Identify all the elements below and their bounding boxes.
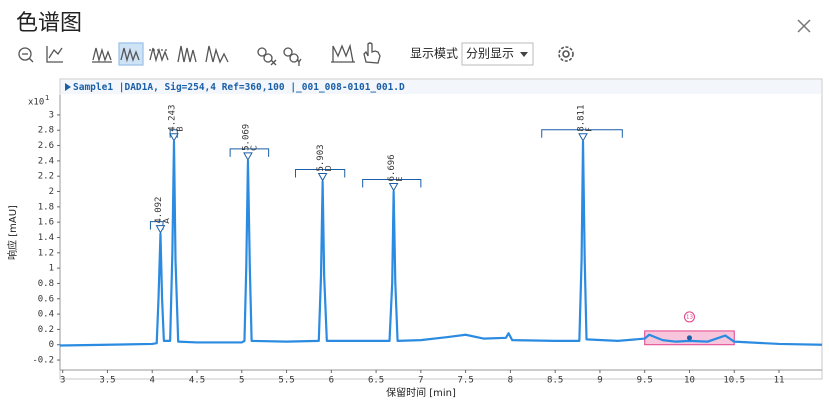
peak-view-1[interactable]: [92, 47, 112, 63]
y-tick-label: 1.8: [38, 202, 54, 212]
link-y[interactable]: [283, 47, 302, 66]
x-tick-label: 3.5: [99, 376, 115, 386]
peak-marker: [578, 133, 588, 142]
y-tick-label: 2.2: [38, 172, 54, 182]
y-tick-label: 0.2: [38, 325, 54, 335]
x-tick-label: 6: [329, 376, 334, 386]
header-arrow: [65, 83, 71, 91]
x-tick-label: 7: [418, 376, 423, 386]
peak-view-4[interactable]: [177, 45, 197, 63]
x-tick-label: 11: [774, 376, 785, 386]
peak-name: C: [249, 145, 258, 151]
toolbar: [18, 42, 381, 66]
x-tick-label: 4: [150, 376, 155, 386]
display-mode-value: 分别显示: [466, 47, 514, 61]
peak-marker: [243, 152, 253, 161]
zoom-out[interactable]: [18, 47, 34, 63]
dropdown-arrow: [520, 52, 528, 57]
peak-name: A: [162, 218, 171, 224]
x-tick-label: 8: [508, 376, 513, 386]
peak-rt: 4.243: [167, 105, 177, 132]
integration-window: [541, 129, 623, 138]
x-tick-label: 10.5: [723, 376, 745, 386]
y-tick-label: 0.4: [38, 310, 54, 320]
x-tick-label: 3: [60, 376, 65, 386]
signal-line: [59, 140, 823, 347]
x-tick-label: 10: [684, 376, 695, 386]
chart-header-text: Sample1 |DAD1A, Sig=254,4 Ref=360,100 |_…: [73, 82, 405, 93]
y-tick-label: 2.8: [38, 126, 54, 136]
y-tick-label: 1.4: [38, 233, 54, 243]
pan-tool[interactable]: [363, 42, 381, 64]
x-tick-label: 9: [597, 376, 602, 386]
y-scale-exp: 1: [45, 94, 49, 102]
y-tick-label: 2: [49, 187, 54, 197]
peak-rt: 4.092: [154, 197, 164, 224]
peak-view-5[interactable]: [205, 45, 229, 64]
y-tick-label: 0.6: [38, 294, 54, 304]
peak-rt: 8.811: [577, 105, 587, 132]
close-button[interactable]: [797, 19, 811, 33]
peak-marker: [169, 133, 179, 142]
peak-marker: [388, 183, 399, 192]
peak-rt: 5.903: [316, 144, 326, 171]
peak-name: D: [324, 165, 333, 171]
x-tick-label: 6.5: [368, 376, 384, 386]
peak-rt: 6.696: [387, 154, 397, 181]
x-tick-label: 5.5: [278, 376, 294, 386]
settings[interactable]: [558, 46, 574, 62]
y-tick-label: -0.2: [32, 356, 54, 366]
plot: -0.2 0 0.2 0.4 0.6 0.8 1 1.2 1.4 1.6 1.8 2 2.2 2.4 2.6…: [6, 94, 823, 399]
x-tick-label: 5: [239, 376, 244, 386]
y-scale-label: x10: [28, 98, 44, 108]
x-tick-label: 4.5: [189, 376, 205, 386]
peak-name: F: [585, 127, 594, 132]
window-title: 色谱图: [16, 11, 82, 36]
integration-window: [229, 148, 270, 157]
peak-rt: 5.069: [241, 124, 251, 151]
display-mode-label: 显示模式: [410, 47, 458, 61]
peak-view-3[interactable]: [149, 47, 169, 63]
y-tick-label: 0.8: [38, 279, 54, 289]
x-tick-label: 8.5: [547, 376, 563, 386]
y-tick-label: 3: [49, 110, 54, 120]
highlight-dot: [686, 335, 692, 341]
y-tick-label: 0: [49, 340, 54, 350]
display-mode-select[interactable]: [461, 42, 534, 66]
integrate[interactable]: [331, 43, 355, 63]
x-tick-label: 9.5: [637, 376, 653, 386]
axis-tool[interactable]: [46, 46, 63, 63]
peak-name: E: [395, 176, 404, 181]
link-x[interactable]: [257, 47, 277, 66]
x-axis-label: 保留时间 [min]: [386, 386, 456, 399]
peak-marker: [155, 225, 166, 234]
peak-name: B: [175, 126, 184, 132]
highlight-icon: [683, 311, 695, 323]
peak-marker: [317, 173, 328, 182]
x-tick-label: 7.5: [457, 376, 473, 386]
y-tick-label: 2.4: [38, 156, 54, 166]
y-tick-label: 1.2: [38, 248, 54, 258]
y-tick-label: 1.6: [38, 218, 54, 228]
integration-window: [362, 179, 422, 188]
highlight-label: 13: [686, 314, 693, 320]
y-axis-label: 响应 [mAU]: [6, 205, 19, 260]
chart-header: [61, 80, 821, 94]
y-tick-label: 1: [49, 264, 54, 274]
integration-window: [294, 169, 346, 178]
y-tick-label: 2.6: [38, 141, 54, 151]
